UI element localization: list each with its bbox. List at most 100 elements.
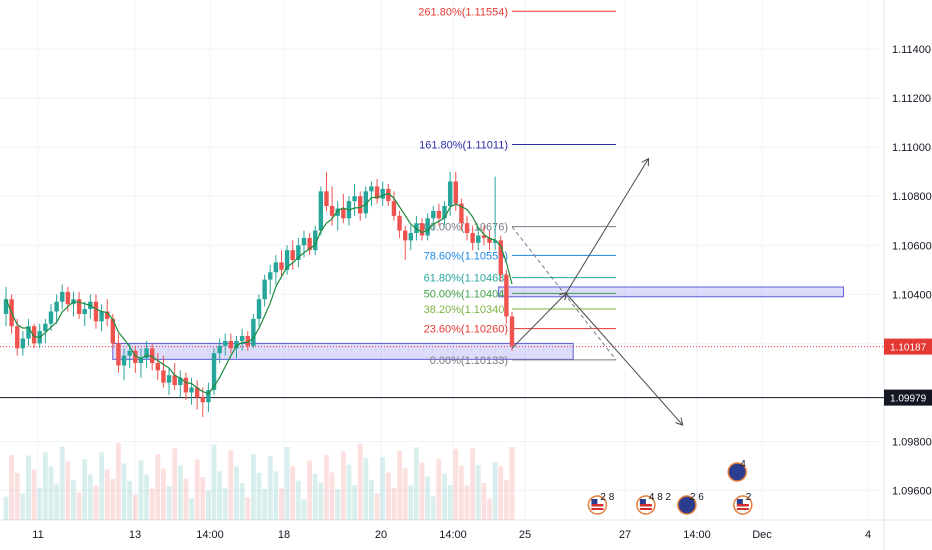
candle-body [453, 181, 458, 204]
volume-bar [498, 466, 504, 520]
candle-body [31, 326, 37, 344]
volume-bar [318, 482, 324, 520]
event-marker[interactable]: 4 8 2 [636, 492, 672, 515]
fib-level-label: 23.60%(1.10260) [424, 324, 508, 336]
candle-body [436, 210, 442, 219]
candle-body [459, 203, 464, 224]
volume-bar [211, 444, 217, 520]
volume-bar [104, 469, 110, 520]
event-marker[interactable]: 2 [733, 492, 753, 515]
time-axis[interactable]: 11 13 14:00 18 20 14:00 25 27 14:00 Dec 4 [32, 529, 871, 541]
candle-body [189, 387, 194, 393]
volume-bar [267, 456, 273, 520]
price-label-text: 1.10187 [890, 343, 927, 354]
supply-demand-zones[interactable] [112, 286, 844, 360]
price-tick-label: 1.11200 [892, 93, 931, 105]
candle-body [324, 191, 329, 207]
candle-body [211, 353, 217, 390]
event-marker[interactable]: 4 [727, 459, 747, 482]
projection-arrows[interactable] [511, 159, 682, 424]
time-tick-label: 20 [375, 529, 387, 541]
candle-body [76, 299, 82, 314]
demand-zone-rect[interactable] [498, 286, 844, 298]
volume-bar [335, 489, 341, 520]
candle-body [93, 301, 99, 322]
volume-bar [183, 478, 189, 520]
time-tick-label: 14:00 [683, 529, 711, 541]
projection-arrow[interactable] [565, 159, 648, 294]
volume-bar [161, 468, 166, 520]
time-tick-label: Dec [752, 529, 772, 541]
volume-bar [340, 451, 346, 520]
volume-bar [475, 465, 481, 520]
volume-bar [380, 457, 386, 520]
volume-bar [194, 459, 200, 520]
candle-body [268, 272, 273, 280]
candle-body [464, 223, 470, 234]
flag-canton [736, 499, 743, 504]
horizontal-price-lines[interactable] [0, 346, 884, 399]
volume-bar [76, 492, 82, 520]
fibonacci-retracement[interactable]: 261.80%(1.11554) 161.80%(1.11011) 100.00%(… [417, 6, 617, 367]
volume-bar [436, 459, 442, 520]
event-marker[interactable]: 2 6 [677, 492, 704, 515]
volume-bar [42, 452, 48, 520]
flag-canton [591, 499, 598, 504]
candle-body [279, 262, 284, 270]
fib-level-label: 50.00%(1.10404) [424, 288, 508, 300]
price-axis[interactable]: 1.11400 1.11200 1.11000 1.10800 1.10600 1.104… [884, 44, 932, 498]
price-tick-label: 1.10600 [892, 240, 932, 252]
event-count: 2 6 [690, 492, 704, 503]
candle-body [110, 318, 116, 344]
time-tick-label: 11 [32, 529, 43, 541]
candle-body [431, 210, 436, 219]
candle-body [239, 336, 245, 341]
demand-zone-rect[interactable] [112, 342, 574, 360]
candle-body [217, 345, 222, 354]
volume-bar [31, 469, 37, 520]
volume-bar [414, 447, 419, 520]
candle-body [425, 218, 430, 236]
volume-bar [99, 452, 104, 520]
candle-body [234, 340, 239, 349]
event-marker[interactable]: 2 8 [587, 492, 615, 515]
time-tick-label: 25 [519, 529, 531, 541]
projection-arrow[interactable] [511, 293, 566, 349]
candle-body [504, 274, 509, 317]
projection-arrow[interactable] [565, 293, 682, 424]
volume-bar [144, 474, 149, 520]
candle-body [15, 326, 20, 349]
volume-bar [3, 496, 9, 520]
candle-body [82, 309, 87, 314]
candle-body [65, 291, 71, 305]
volume-bar [346, 464, 352, 520]
fib-level-label: 0.00%(1.10133) [430, 355, 508, 367]
flag-stripe [591, 504, 604, 507]
volume-bar [324, 454, 329, 520]
volume-bar [470, 448, 476, 520]
economic-event-markers[interactable]: 2 8 4 8 2 2 6 4 2 [587, 459, 753, 515]
volume-bar [329, 472, 335, 520]
event-count: 4 8 2 [649, 492, 672, 503]
candle-body [262, 279, 267, 300]
candle-body [172, 375, 177, 386]
price-label-box[interactable] [884, 389, 932, 406]
volume-bar [87, 474, 93, 520]
price-tick-label: 1.10800 [892, 191, 932, 203]
volume-bar [312, 473, 318, 520]
candle-body [301, 237, 307, 246]
candle-body [183, 377, 189, 393]
volume-bar [217, 471, 223, 520]
price-label-box[interactable] [884, 338, 932, 355]
price-tick-label: 1.10400 [892, 289, 932, 301]
volume-bars [3, 442, 515, 520]
candle-body [481, 235, 487, 238]
volume-bar [48, 466, 54, 520]
volume-bar [408, 485, 414, 520]
fib-level-label: 38.20%(1.10340) [424, 304, 508, 316]
volume-bar [54, 483, 59, 520]
candle-body [200, 397, 205, 403]
volume-bar [402, 468, 408, 520]
